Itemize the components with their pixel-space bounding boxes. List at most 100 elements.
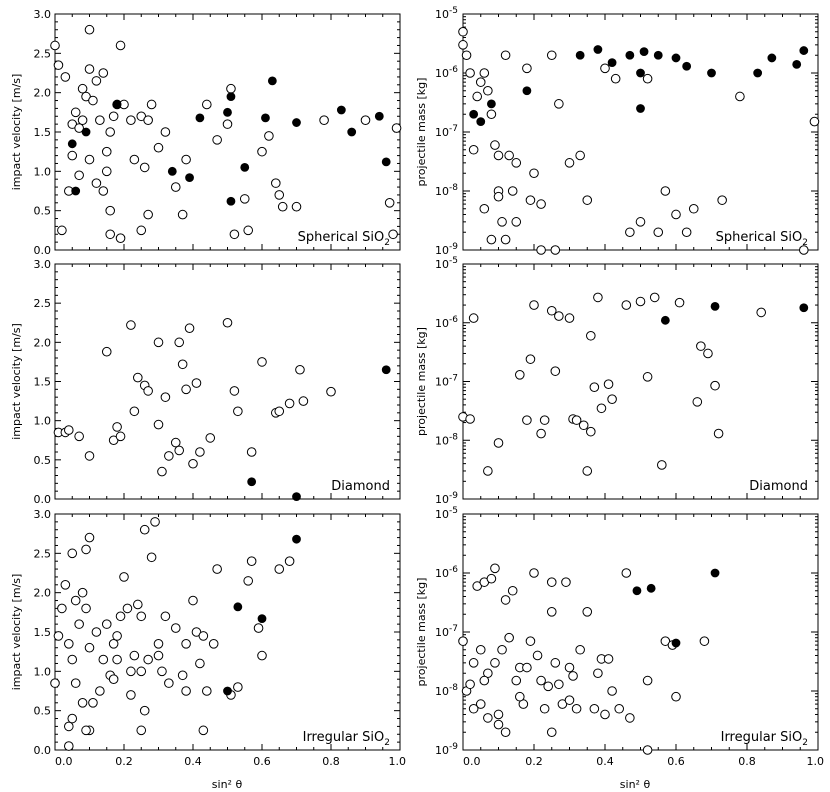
panel-1: 0.0 0.5 1.0 1.5 2.0 2.5 3.0 impact velocity [m/…: [10, 8, 402, 257]
data-point-open: [129, 406, 140, 417]
data-point-filled: [767, 53, 777, 63]
data-point-open: [607, 686, 617, 696]
data-point-open: [112, 631, 122, 641]
data-point-open: [188, 595, 198, 606]
data-point-open: [115, 431, 126, 442]
data-point-open: [139, 524, 150, 535]
data-point-open: [504, 150, 514, 161]
data-point-open: [136, 225, 147, 236]
y-tick-label: 2.0: [34, 87, 52, 100]
data-point-open: [564, 662, 575, 673]
data-point-filled: [247, 477, 257, 487]
data-point-open: [257, 650, 267, 661]
y-tick-label: 2.5: [34, 47, 52, 60]
data-point-open: [274, 190, 285, 200]
data-point-open: [468, 313, 479, 323]
data-point-filled: [112, 100, 122, 109]
data-point-filled: [347, 127, 357, 137]
x-tick-label: 0.0: [55, 755, 73, 768]
data-point-open: [493, 191, 504, 202]
data-point-open: [64, 639, 74, 649]
data-point-filled: [374, 111, 384, 121]
data-point-open: [536, 428, 546, 439]
data-point-open: [119, 572, 129, 582]
data-point-open: [483, 85, 493, 96]
data-point-filled: [707, 68, 716, 78]
data-point-filled: [710, 568, 720, 578]
data-point-filled: [381, 365, 391, 375]
data-point-open: [191, 378, 202, 388]
data-point-open: [554, 311, 564, 321]
data-point-open: [77, 698, 88, 708]
data-point-open: [277, 201, 288, 212]
data-point-open: [153, 337, 164, 348]
data-point-open: [195, 447, 205, 457]
data-point-open: [710, 380, 720, 391]
data-point-open: [539, 415, 550, 425]
data-point-open: [671, 691, 681, 702]
data-point-open: [229, 386, 240, 396]
data-point-open: [625, 713, 635, 723]
y-tick-label: 1.5: [34, 376, 52, 389]
data-point-filled: [522, 86, 532, 96]
data-point-open: [253, 623, 264, 633]
data-point-open: [500, 50, 511, 61]
data-point-open: [274, 564, 285, 574]
data-point-open: [50, 40, 60, 51]
data-point-open: [53, 631, 64, 641]
data-point-open: [515, 691, 525, 702]
data-point-open: [84, 64, 95, 74]
data-point-open: [105, 127, 115, 137]
data-point-open: [546, 305, 557, 316]
data-point-open: [472, 581, 483, 591]
data-point-open: [582, 195, 593, 205]
data-point-filled: [799, 303, 809, 313]
data-point-open: [635, 296, 646, 307]
data-point-open: [170, 437, 181, 448]
data-point-open: [74, 431, 84, 442]
data-point-filled: [710, 301, 720, 311]
data-point-open: [246, 447, 257, 457]
y-tick-label: 0.5: [34, 705, 52, 718]
data-point-open: [91, 627, 102, 637]
panel-label: Spherical SiO2: [716, 230, 808, 248]
data-point-filled: [261, 113, 270, 123]
data-point-open: [291, 201, 302, 212]
data-point-open: [229, 229, 240, 240]
data-point-open: [57, 603, 67, 614]
data-point-open: [101, 146, 112, 157]
data-point-open: [64, 721, 74, 732]
data-point-open: [564, 695, 575, 705]
data-point-open: [621, 300, 632, 310]
data-point-open: [536, 675, 546, 686]
x-tick-label: 0.6: [667, 755, 685, 768]
y-tick-label: 10-9: [435, 491, 458, 506]
data-point-open: [532, 650, 543, 661]
y-axis-title: impact velocity [m/s]: [10, 74, 23, 191]
y-tick-label: 10-6: [435, 315, 458, 330]
y-tick-label: 3.0: [34, 8, 52, 21]
data-point-open: [703, 348, 713, 359]
y-tick-label: 10-8: [435, 683, 458, 698]
panel-5: 0.0 0.2 0.4 0.6 0.8 1.0 0.0 0.5 1.0 1.5 2.0 2.5 3.0 i…: [10, 508, 406, 768]
data-point-open: [164, 451, 174, 461]
data-point-open: [483, 713, 493, 723]
data-point-open: [696, 341, 706, 351]
data-point-open: [81, 725, 91, 736]
data-point-open: [490, 658, 500, 668]
data-point-open: [50, 678, 60, 688]
data-point-open: [692, 397, 703, 407]
data-point-open: [600, 709, 610, 720]
data-point-open: [246, 556, 257, 567]
data-point-open: [475, 699, 486, 709]
data-point-open: [621, 568, 632, 578]
data-point-open: [222, 119, 233, 129]
data-point-open: [212, 135, 222, 145]
data-point-open: [546, 50, 557, 61]
panel-3: 0.0 0.5 1.0 1.5 2.0 2.5 3.0 impact velocity [m/…: [10, 258, 401, 506]
panel-4: 10-9 10-8 10-7 10-6 10-5 projectile mass [kg]…: [415, 256, 819, 506]
data-point-open: [70, 678, 81, 688]
data-point-filled: [267, 76, 277, 86]
y-axis-title: projectile mass [kg]: [415, 327, 428, 436]
y-tick-label: 3.0: [34, 508, 52, 521]
